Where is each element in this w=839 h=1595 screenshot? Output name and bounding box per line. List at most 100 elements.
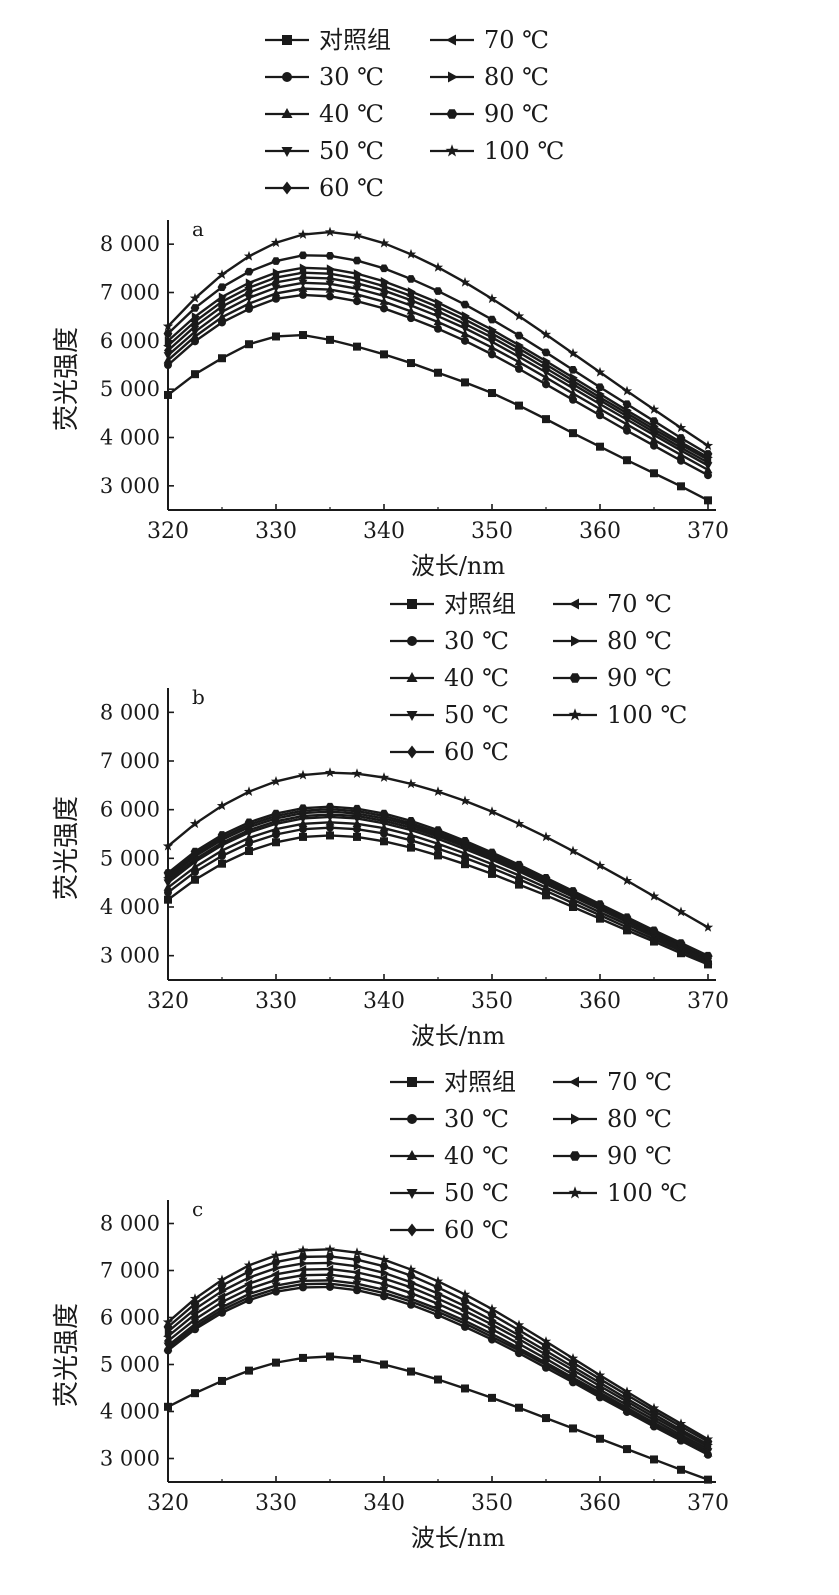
x-tick-label: 370 bbox=[687, 1491, 729, 1516]
legend-label: 30 ℃ bbox=[319, 63, 384, 91]
x-tick-label: 330 bbox=[255, 519, 297, 544]
data-point bbox=[244, 1290, 254, 1299]
legend-item: 90 ℃ bbox=[553, 1142, 672, 1170]
data-point bbox=[487, 1330, 497, 1339]
y-tick-label: 7 000 bbox=[100, 749, 160, 773]
x-tick-label: 370 bbox=[687, 989, 729, 1014]
data-point bbox=[190, 328, 200, 337]
data-point bbox=[623, 406, 632, 415]
legend-label: 80 ℃ bbox=[607, 1105, 672, 1133]
data-point bbox=[244, 1267, 254, 1276]
legend-marker bbox=[406, 1189, 418, 1199]
legend-item: 80 ℃ bbox=[430, 63, 549, 91]
data-point bbox=[353, 825, 361, 834]
data-point bbox=[407, 287, 416, 296]
data-point bbox=[380, 1360, 388, 1369]
data-point bbox=[216, 269, 228, 279]
data-point bbox=[434, 298, 443, 308]
legend-item: 30 ℃ bbox=[265, 63, 384, 91]
data-point bbox=[459, 795, 471, 806]
y-tick-label: 4 000 bbox=[100, 426, 160, 450]
y-axis-title: 荧光强度 bbox=[52, 796, 82, 900]
data-point bbox=[379, 296, 389, 305]
data-point bbox=[244, 1279, 253, 1289]
legend-item: 100 ℃ bbox=[553, 701, 687, 729]
legend-item: 对照组 bbox=[265, 26, 391, 54]
legend-marker bbox=[448, 71, 458, 83]
data-point bbox=[406, 1295, 416, 1304]
data-point bbox=[218, 292, 227, 302]
legend-marker bbox=[569, 1076, 579, 1088]
data-point bbox=[271, 257, 281, 265]
data-point bbox=[298, 1277, 308, 1286]
y-tick-label: 4 000 bbox=[100, 1400, 160, 1424]
data-point bbox=[380, 829, 388, 838]
legend-label: 50 ℃ bbox=[444, 1179, 509, 1207]
legend-marker bbox=[281, 108, 293, 118]
data-point bbox=[380, 350, 388, 359]
plot-area bbox=[162, 226, 714, 505]
data-point bbox=[703, 951, 713, 960]
x-axis-title: 波长/nm bbox=[411, 1524, 506, 1552]
data-point bbox=[675, 1418, 687, 1429]
legend-item: 60 ℃ bbox=[390, 738, 509, 766]
data-point bbox=[217, 831, 227, 839]
data-point bbox=[298, 283, 308, 292]
legend-item: 90 ℃ bbox=[553, 664, 672, 692]
data-point bbox=[352, 804, 362, 813]
data-point bbox=[271, 273, 280, 282]
y-tick-label: 5 000 bbox=[100, 846, 160, 870]
y-tick-label: 7 000 bbox=[100, 281, 160, 305]
data-point bbox=[675, 906, 687, 917]
y-tick-label: 6 000 bbox=[100, 1306, 160, 1330]
data-point bbox=[245, 278, 254, 288]
legend-marker bbox=[406, 672, 418, 682]
data-point bbox=[163, 1342, 173, 1351]
legend-item: 50 ℃ bbox=[390, 701, 509, 729]
data-point bbox=[406, 817, 416, 825]
data-point bbox=[433, 312, 443, 321]
data-point bbox=[352, 1255, 362, 1264]
data-point bbox=[379, 1274, 388, 1283]
data-point bbox=[218, 1376, 226, 1385]
data-point bbox=[272, 830, 280, 839]
data-point bbox=[486, 293, 498, 304]
data-point bbox=[298, 1253, 308, 1261]
legend-item: 100 ℃ bbox=[553, 1179, 687, 1207]
legend-marker bbox=[282, 35, 292, 45]
data-point bbox=[297, 1244, 309, 1255]
data-point bbox=[514, 860, 524, 869]
data-point bbox=[191, 312, 200, 322]
data-point bbox=[677, 456, 685, 465]
legend-item: 60 ℃ bbox=[265, 174, 384, 202]
data-point bbox=[380, 304, 388, 313]
data-point bbox=[271, 1258, 281, 1266]
data-point bbox=[272, 1358, 280, 1367]
data-point bbox=[702, 440, 714, 451]
data-point bbox=[406, 302, 416, 311]
data-point bbox=[540, 1336, 552, 1346]
data-point bbox=[567, 348, 579, 358]
data-point bbox=[379, 292, 389, 301]
data-point bbox=[434, 368, 442, 377]
legend-label: 90 ℃ bbox=[607, 1142, 672, 1170]
x-tick-label: 360 bbox=[579, 1491, 621, 1516]
data-point bbox=[622, 400, 632, 408]
data-point bbox=[299, 331, 307, 340]
data-point bbox=[648, 890, 660, 901]
data-point bbox=[407, 359, 415, 368]
legend-label: 对照组 bbox=[319, 26, 391, 54]
data-point bbox=[164, 895, 172, 904]
data-point bbox=[488, 325, 497, 335]
y-tick-label: 8 000 bbox=[100, 232, 160, 256]
legend-item: 40 ℃ bbox=[390, 664, 509, 692]
legend-marker bbox=[568, 1186, 582, 1199]
legend-marker bbox=[569, 598, 579, 610]
legend-label: 30 ℃ bbox=[444, 627, 509, 655]
data-point bbox=[515, 340, 524, 350]
data-point bbox=[326, 292, 334, 301]
legend-label: 70 ℃ bbox=[607, 1068, 672, 1096]
data-point bbox=[407, 314, 415, 323]
data-point bbox=[298, 1265, 307, 1274]
y-axis-title: 荧光强度 bbox=[52, 1303, 82, 1407]
